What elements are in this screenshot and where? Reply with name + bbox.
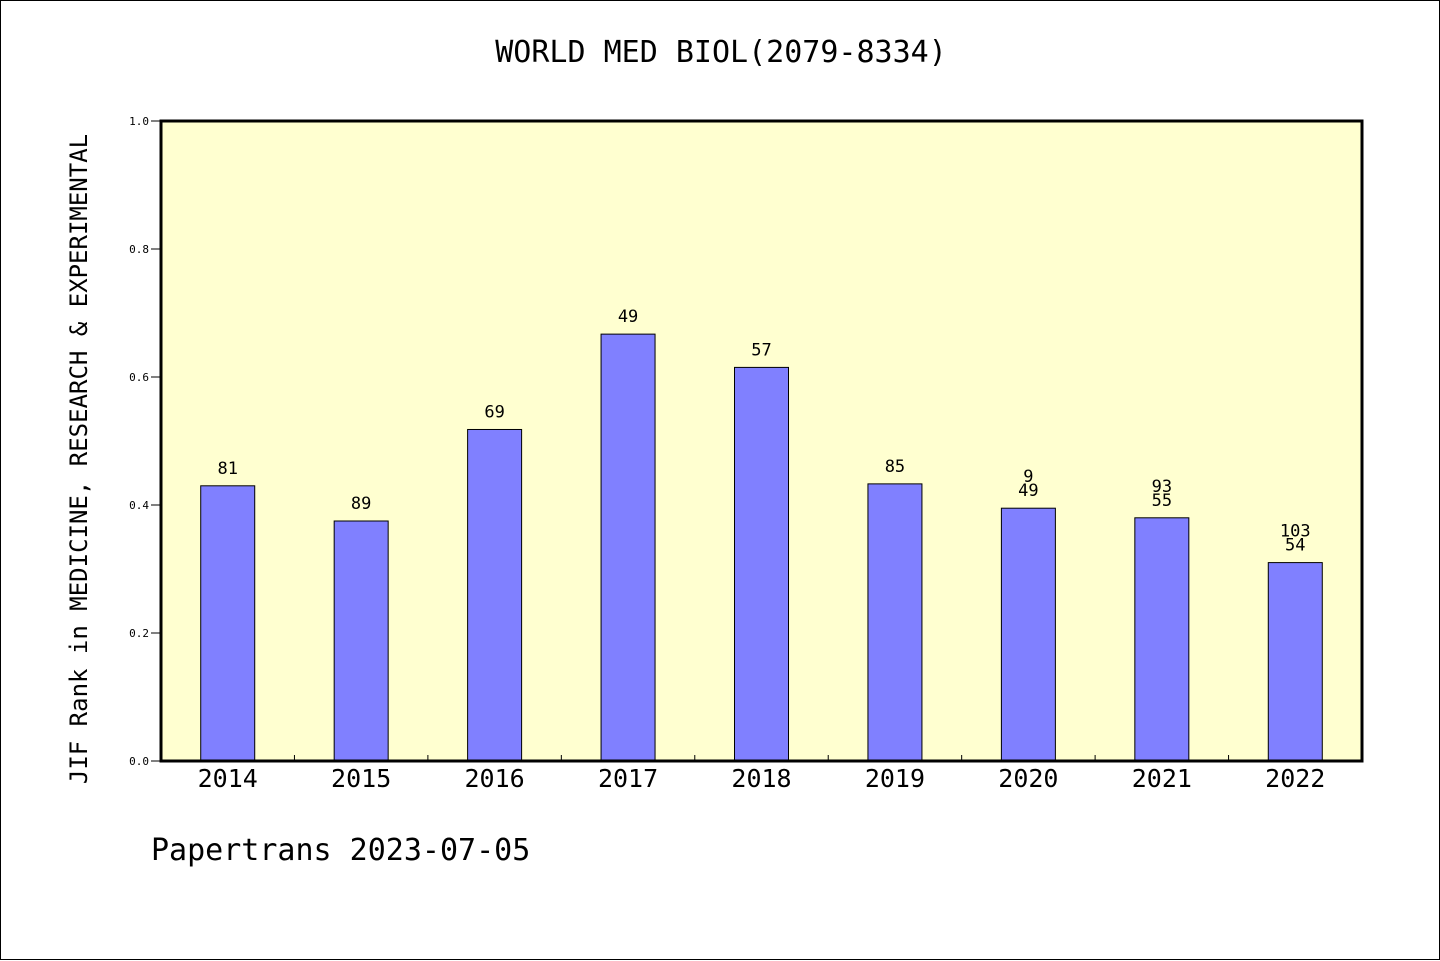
bar-value-label: 49 <box>618 307 638 327</box>
plot-border <box>159 119 1364 763</box>
bar-value-label: 9 <box>1023 467 1033 487</box>
bar <box>1000 507 1056 762</box>
bar <box>200 485 256 762</box>
x-tick-label: 2014 <box>198 764 258 793</box>
bar-value-label: 55 <box>1152 491 1172 511</box>
y-tick-label: 0.4 <box>129 499 149 512</box>
y-tick-label: 1.0 <box>129 115 149 128</box>
bar <box>1134 517 1190 762</box>
bar <box>467 428 523 762</box>
bar <box>1267 562 1323 762</box>
bar <box>600 333 656 762</box>
bar-value-label: 57 <box>751 340 771 360</box>
chart-title: WORLD MED BIOL(2079-8334) <box>495 35 947 70</box>
x-tick-label: 2019 <box>865 764 925 793</box>
bars-group <box>200 333 1323 762</box>
y-tick-label: 0.8 <box>129 243 149 256</box>
bar <box>333 520 389 762</box>
y-tick-label: 0.6 <box>129 371 149 384</box>
bar <box>734 366 789 762</box>
bar-value-label: 81 <box>217 459 237 479</box>
x-tick-label: 2016 <box>465 764 525 793</box>
y-tick-label: 0.0 <box>129 755 149 768</box>
x-tick-label: 2021 <box>1132 764 1192 793</box>
x-tick-label: 2017 <box>598 764 658 793</box>
bar-value-label: 69 <box>484 402 504 422</box>
bar-value-label: 85 <box>885 457 905 477</box>
x-tick-label: 2015 <box>331 764 391 793</box>
x-tick-label: 2022 <box>1265 764 1325 793</box>
bar-value-label: 93 <box>1152 477 1172 497</box>
footer-note: Papertrans 2023-07-05 <box>151 833 531 868</box>
x-tick-label: 2018 <box>731 764 791 793</box>
y-axis: 0.0 0.2 0.4 0.6 0.8 1.0 <box>129 115 161 768</box>
bar <box>867 483 923 762</box>
y-tick-label: 0.2 <box>129 627 149 640</box>
bar-value-label: 49 <box>1018 481 1038 501</box>
x-tick-label: 2020 <box>998 764 1058 793</box>
bar-value-label: 103 <box>1280 522 1311 542</box>
bar-value-label: 54 <box>1285 536 1305 556</box>
bar-value-label: 89 <box>351 494 371 514</box>
x-axis: 2014 2015 2016 2017 2018 2019 2020 2021 2022 <box>198 755 1325 793</box>
